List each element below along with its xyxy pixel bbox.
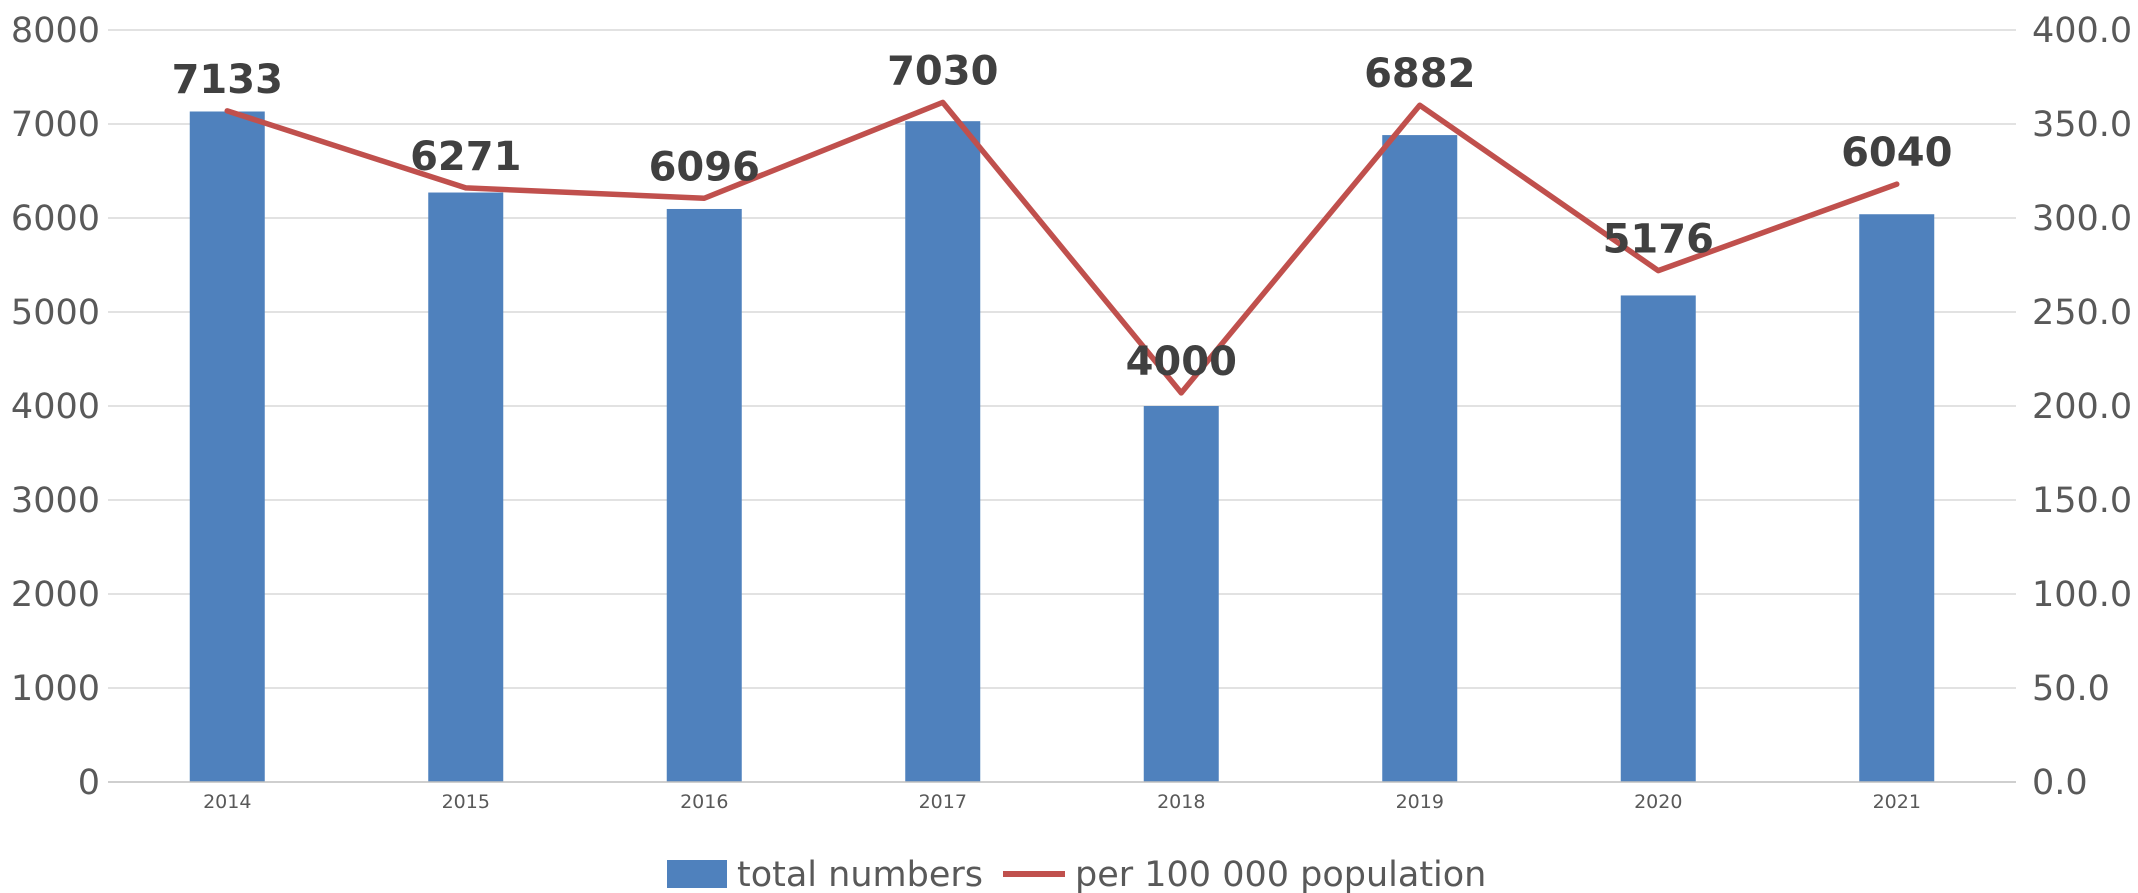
x-axis: 2014 2015 2016 2017 2018 2019 2020 2021: [108, 781, 2016, 813]
legend: total numbers per 100 000 population: [667, 855, 1486, 893]
data-label-2014: 7133: [172, 57, 283, 103]
right-y-tick-label: 50.0: [2032, 669, 2110, 709]
bar-2015: [428, 192, 504, 782]
data-labels: 7133 6271 6096 7030 4000 6882 5176 6040: [172, 48, 1953, 384]
right-y-tick-label: 400.0: [2032, 11, 2132, 51]
bar-2019: [1382, 135, 1458, 783]
line-series: [224, 99, 1900, 396]
left-y-tick-label: 6000: [11, 199, 100, 239]
right-y-tick-label: 300.0: [2032, 199, 2132, 239]
right-y-tick-label: 100.0: [2032, 575, 2132, 615]
left-y-tick-label: 4000: [11, 387, 100, 427]
x-tick-label: 2015: [442, 791, 490, 813]
left-y-axis: 0 1000 2000 3000 4000 5000 6000 7000 8000: [11, 11, 100, 803]
right-y-tick-label: 200.0: [2032, 387, 2132, 427]
left-y-tick-label: 1000: [11, 669, 100, 709]
x-tick-label: 2018: [1157, 791, 1205, 813]
x-tick-label: 2016: [680, 791, 728, 813]
data-label-2016: 6096: [649, 144, 760, 190]
left-y-tick-label: 8000: [11, 11, 100, 51]
data-label-2021: 6040: [1841, 130, 1952, 176]
right-y-tick-label: 250.0: [2032, 293, 2132, 333]
x-tick-label: 2017: [919, 791, 967, 813]
left-y-tick-label: 7000: [11, 105, 100, 145]
left-y-tick-label: 3000: [11, 481, 100, 521]
right-y-tick-label: 150.0: [2032, 481, 2132, 521]
left-y-tick-label: 5000: [11, 293, 100, 333]
legend-label-per-100000: per 100 000 population: [1075, 855, 1486, 893]
bar-2014: [189, 111, 265, 783]
legend-label-total-numbers: total numbers: [737, 855, 983, 893]
x-tick-label: 2021: [1873, 791, 1921, 813]
right-y-tick-label: 350.0: [2032, 105, 2132, 145]
bar-2021: [1859, 214, 1935, 783]
data-label-2018: 4000: [1126, 339, 1237, 385]
data-label-2017: 7030: [887, 48, 998, 94]
left-y-tick-label: 0: [78, 763, 100, 803]
data-label-2020: 5176: [1603, 217, 1714, 263]
legend-swatch-total-numbers: [667, 860, 727, 888]
left-y-tick-label: 2000: [11, 575, 100, 615]
bar-2018: [1143, 406, 1219, 782]
data-label-2015: 6271: [410, 134, 521, 180]
data-label-2019: 6882: [1364, 51, 1475, 97]
right-y-tick-label: 0.0: [2032, 763, 2088, 803]
right-y-axis: 0.0 50.0 100.0 150.0 200.0 250.0 300.0 350.0 400…: [2032, 11, 2132, 803]
x-tick-label: 2014: [203, 791, 251, 813]
bar-2020: [1620, 295, 1696, 782]
bar-series: [189, 111, 1935, 783]
x-tick-label: 2019: [1396, 791, 1444, 813]
bar-2017: [905, 121, 981, 783]
gridlines: [108, 29, 2016, 689]
x-tick-label: 2020: [1634, 791, 1682, 813]
bar-2016: [666, 208, 742, 782]
line-per-100000: [224, 99, 1900, 396]
